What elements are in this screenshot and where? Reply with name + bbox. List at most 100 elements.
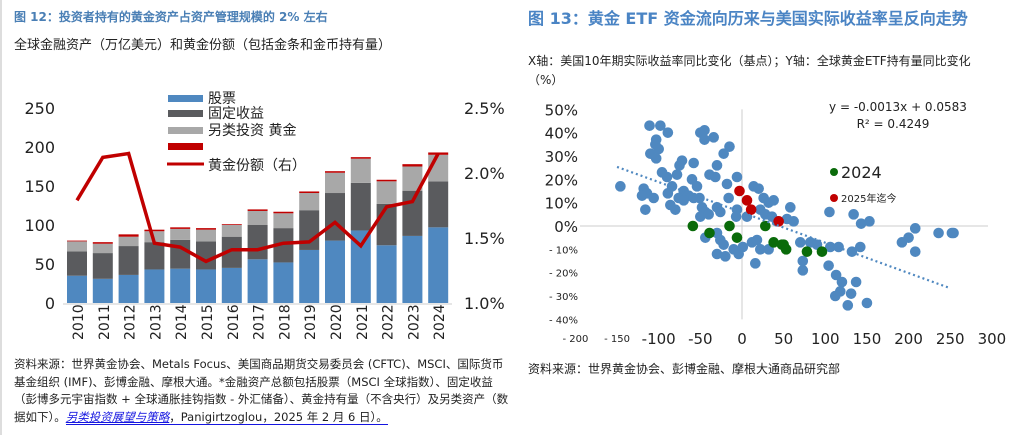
y-tick-label: 0 (45, 294, 55, 313)
point-history (829, 290, 841, 302)
legend-label: 2024 (841, 163, 882, 182)
bar-股票-2012 (118, 274, 139, 303)
bar-另类投资-2017 (247, 210, 268, 225)
point-history (708, 132, 719, 143)
bar-股票-2023 (402, 235, 423, 303)
bar-黄金-2017 (247, 209, 268, 211)
x-tick-label: 2017 (252, 304, 268, 340)
source-link[interactable]: 另类投资展望与策略 (65, 409, 170, 424)
point-history (730, 211, 742, 222)
bar-另类投资-2020 (325, 172, 345, 194)
x-tick-label: 100 (811, 330, 840, 348)
bar-固定收益-2016 (221, 236, 242, 268)
bar-固定收益-2024 (428, 181, 449, 228)
point-history (731, 171, 743, 183)
bar-另类投资-2019 (299, 193, 320, 211)
y-tick-label: 200 (24, 138, 55, 157)
bar-另类投资-2014 (170, 228, 191, 240)
point-history (948, 227, 959, 239)
point-2024 (724, 220, 735, 232)
source-suffix: ，Panigirtzoglou，2025 年 2 月 6 日）。 (169, 409, 388, 424)
point-2024 (768, 237, 779, 248)
point-history (721, 178, 733, 190)
bar-另类投资-2010 (67, 241, 87, 252)
trend-equation: y = -0.0013x + 0.0583 (829, 100, 967, 114)
point-history (842, 300, 854, 311)
point-history (711, 160, 723, 171)
bar-股票-2020 (325, 240, 345, 303)
point-history (678, 195, 689, 206)
right-figure-subtitle: X轴：美国10年期实际收益率同比变化（基点）；Y轴：全球黄金ETF持有量同比变化… (528, 54, 971, 87)
bar-股票-2011 (92, 278, 113, 303)
bar-黄金-2010 (67, 240, 87, 242)
left-source-note: 资料来源：世界黄金协会、Metals Focus、美国商品期货交易委员会 (CF… (14, 356, 509, 426)
y-tick-label: - 40% (549, 315, 578, 326)
bar-固定收益-2023 (402, 190, 423, 236)
bar-黄金-2011 (92, 242, 113, 244)
bar-黄金-2015 (196, 228, 216, 230)
bar-另类投资-2016 (221, 225, 242, 237)
bar-黄金-2018 (273, 211, 294, 214)
y-tick-label: 250 (24, 99, 55, 118)
point-2024 (780, 244, 792, 255)
point-history (723, 192, 734, 204)
x-tick-label: 200 (894, 330, 923, 348)
bar-股票-2013 (144, 269, 165, 303)
point-history (671, 169, 683, 180)
x-tick-label: 300 (978, 330, 1007, 348)
bar-黄金-2012 (118, 234, 139, 237)
point-history (695, 211, 706, 222)
y2-tick-label: 1.0% (464, 294, 505, 313)
point-history (788, 216, 799, 227)
bar-股票-2018 (273, 262, 294, 303)
y-tick-label: 150 (24, 177, 55, 196)
point-2024 (731, 232, 743, 243)
bar-另类投资-2021 (350, 158, 371, 183)
point-history (896, 237, 908, 248)
bar-股票-2014 (170, 268, 191, 303)
bar-黄金-2022 (376, 179, 397, 182)
bar-黄金-2016 (221, 224, 242, 225)
point-history (662, 127, 674, 138)
x-tick-label: -50 (688, 330, 713, 348)
point-history (720, 251, 731, 262)
point-history (824, 206, 835, 218)
point-history (846, 246, 858, 257)
bar-股票-2015 (196, 269, 216, 303)
bar-固定收益-2022 (376, 203, 397, 246)
y-tick-label: 0% (554, 218, 578, 236)
point-history (644, 120, 655, 131)
right-source-note: 资料来源：世界黄金协会、彭博金融、摩根大通商品研究部 (528, 362, 841, 376)
point-history (661, 171, 673, 183)
bar-黄金-2014 (170, 227, 191, 229)
point-2025年迄今 (745, 204, 757, 215)
x-tick-label: 2014 (174, 304, 190, 340)
y-tick-label: - 10% (549, 245, 578, 256)
bar-固定收益-2010 (67, 251, 87, 276)
point-2025年迄今 (741, 195, 753, 206)
x-tick-label: 0 (737, 330, 747, 348)
y-tick-label: 100 (24, 216, 55, 235)
y-tick-label: 30% (545, 148, 578, 166)
point-history (636, 190, 648, 201)
point-history (850, 276, 862, 288)
point-history (933, 227, 944, 239)
point-history (750, 258, 761, 269)
point-history (830, 269, 842, 281)
point-history (650, 153, 662, 164)
point-history (909, 223, 921, 234)
point-history (699, 125, 710, 136)
y-tick-label: - 30% (549, 292, 578, 303)
bar-固定收益-2015 (196, 241, 216, 270)
y-tick-label: 40% (545, 125, 578, 143)
point-history (785, 202, 796, 213)
point-history (615, 181, 626, 192)
bar-股票-2022 (376, 245, 397, 303)
bar-黄金-2023 (402, 164, 423, 167)
point-history (768, 195, 779, 206)
legend-label: 黄金份额（右） (208, 157, 306, 174)
y-tick-label: 10% (545, 195, 578, 213)
point-history (653, 143, 664, 155)
point-2024 (816, 246, 828, 257)
